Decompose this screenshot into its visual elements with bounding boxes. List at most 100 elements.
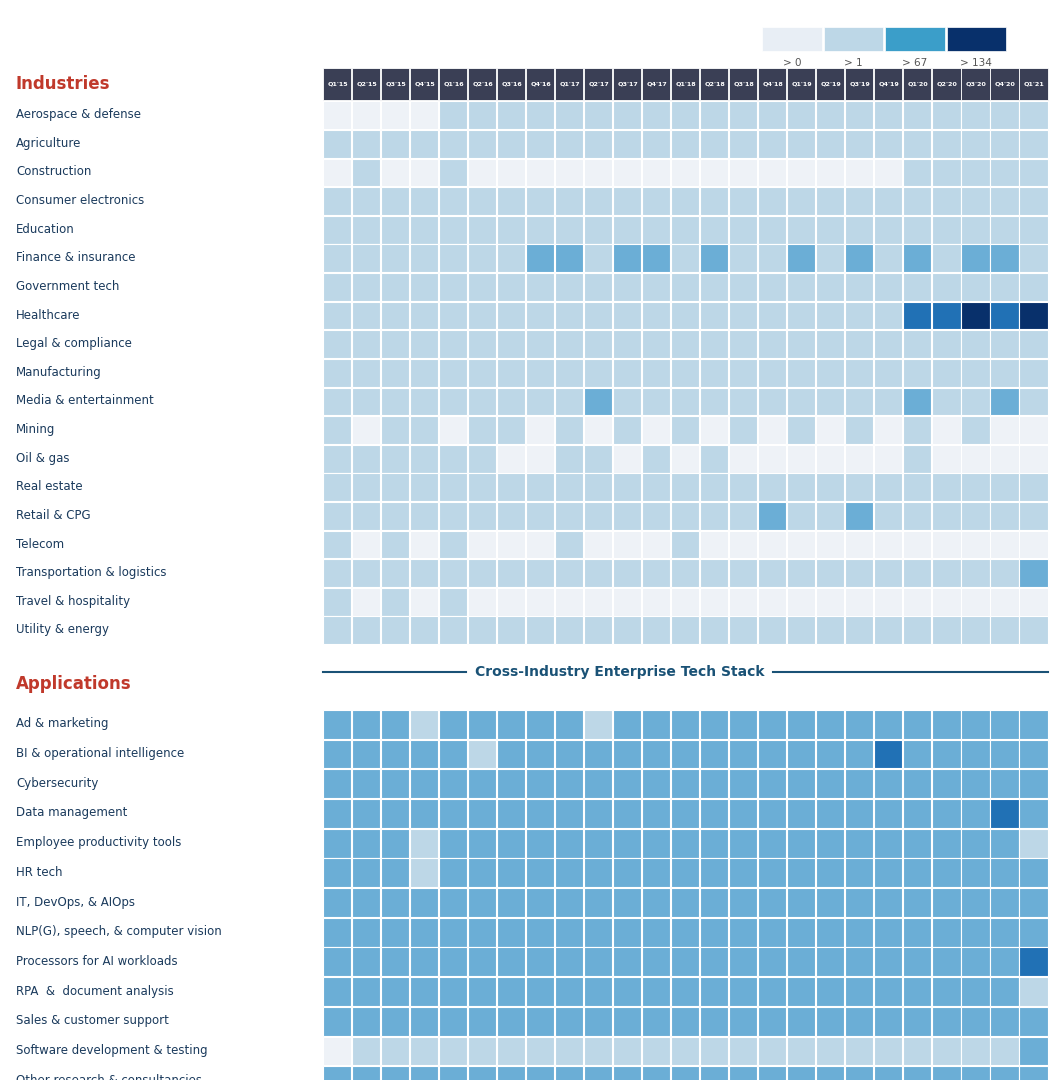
Bar — [845, 617, 874, 644]
Bar — [526, 588, 554, 616]
Bar — [526, 416, 554, 444]
Bar — [613, 301, 642, 329]
Bar — [1020, 187, 1047, 215]
Bar — [352, 710, 380, 739]
Bar — [903, 799, 932, 827]
Bar — [758, 1037, 787, 1065]
Bar — [730, 617, 757, 644]
Bar — [1020, 68, 1047, 100]
Bar — [962, 388, 989, 415]
Bar — [700, 473, 729, 501]
Bar — [990, 799, 1019, 827]
Bar — [875, 769, 902, 798]
Bar — [758, 301, 787, 329]
Bar — [613, 977, 642, 1007]
Bar — [555, 273, 584, 300]
Bar — [700, 918, 729, 946]
Bar — [875, 588, 902, 616]
Bar — [787, 330, 815, 357]
Text: IT, DevOps, & AIOps: IT, DevOps, & AIOps — [16, 895, 134, 908]
Bar — [875, 947, 902, 976]
Bar — [642, 1066, 670, 1080]
Bar — [410, 416, 438, 444]
Bar — [468, 710, 497, 739]
Text: Q4'20: Q4'20 — [994, 82, 1016, 86]
Bar — [875, 710, 902, 739]
Bar — [642, 388, 670, 415]
Bar — [585, 102, 612, 129]
Text: Cybersecurity: Cybersecurity — [16, 777, 98, 789]
Bar — [497, 1066, 525, 1080]
Text: RPA  &  document analysis: RPA & document analysis — [16, 985, 174, 998]
Bar — [585, 918, 612, 946]
Bar — [613, 187, 642, 215]
Bar — [671, 273, 699, 300]
Bar — [468, 947, 497, 976]
Bar — [352, 502, 380, 529]
Bar — [468, 588, 497, 616]
Text: Q1'21: Q1'21 — [1024, 82, 1044, 86]
Bar — [439, 244, 467, 272]
Bar — [903, 273, 932, 300]
Bar — [352, 559, 380, 586]
Bar — [1020, 740, 1047, 768]
Bar — [845, 330, 874, 357]
Bar — [642, 977, 670, 1007]
Bar — [671, 473, 699, 501]
Bar — [671, 710, 699, 739]
Bar — [787, 1037, 815, 1065]
Bar — [671, 859, 699, 887]
Bar — [730, 559, 757, 586]
Bar — [816, 68, 844, 100]
Bar — [816, 388, 844, 415]
Bar — [730, 977, 757, 1007]
Bar — [990, 68, 1019, 100]
Bar — [730, 502, 757, 529]
Bar — [962, 301, 989, 329]
Bar — [585, 617, 612, 644]
Bar — [585, 359, 612, 387]
Bar — [787, 244, 815, 272]
Bar — [1020, 502, 1047, 529]
Bar — [845, 799, 874, 827]
Bar — [816, 187, 844, 215]
Bar — [468, 617, 497, 644]
Bar — [787, 530, 815, 558]
Bar — [671, 102, 699, 129]
Bar — [1020, 888, 1047, 917]
Bar — [903, 216, 932, 244]
Bar — [555, 710, 584, 739]
Bar — [439, 740, 467, 768]
Bar — [787, 68, 815, 100]
Bar — [932, 530, 961, 558]
Bar — [381, 828, 409, 858]
Bar — [410, 244, 438, 272]
Bar — [903, 388, 932, 415]
Bar — [323, 859, 352, 887]
Bar — [730, 359, 757, 387]
Bar — [555, 588, 584, 616]
Bar — [824, 27, 883, 51]
Bar — [932, 769, 961, 798]
Bar — [758, 388, 787, 415]
Bar — [787, 859, 815, 887]
Text: Q2'20: Q2'20 — [936, 82, 957, 86]
Bar — [947, 27, 1006, 51]
Bar — [323, 710, 352, 739]
Bar — [468, 130, 497, 158]
Bar — [497, 130, 525, 158]
Bar — [1020, 159, 1047, 186]
Bar — [787, 359, 815, 387]
Bar — [323, 1007, 352, 1036]
Bar — [962, 859, 989, 887]
Bar — [875, 1007, 902, 1036]
Bar — [700, 588, 729, 616]
Bar — [642, 301, 670, 329]
Bar — [990, 102, 1019, 129]
Bar — [468, 359, 497, 387]
Bar — [1020, 244, 1047, 272]
Bar — [613, 68, 642, 100]
Bar — [962, 769, 989, 798]
Bar — [468, 68, 497, 100]
Bar — [990, 301, 1019, 329]
